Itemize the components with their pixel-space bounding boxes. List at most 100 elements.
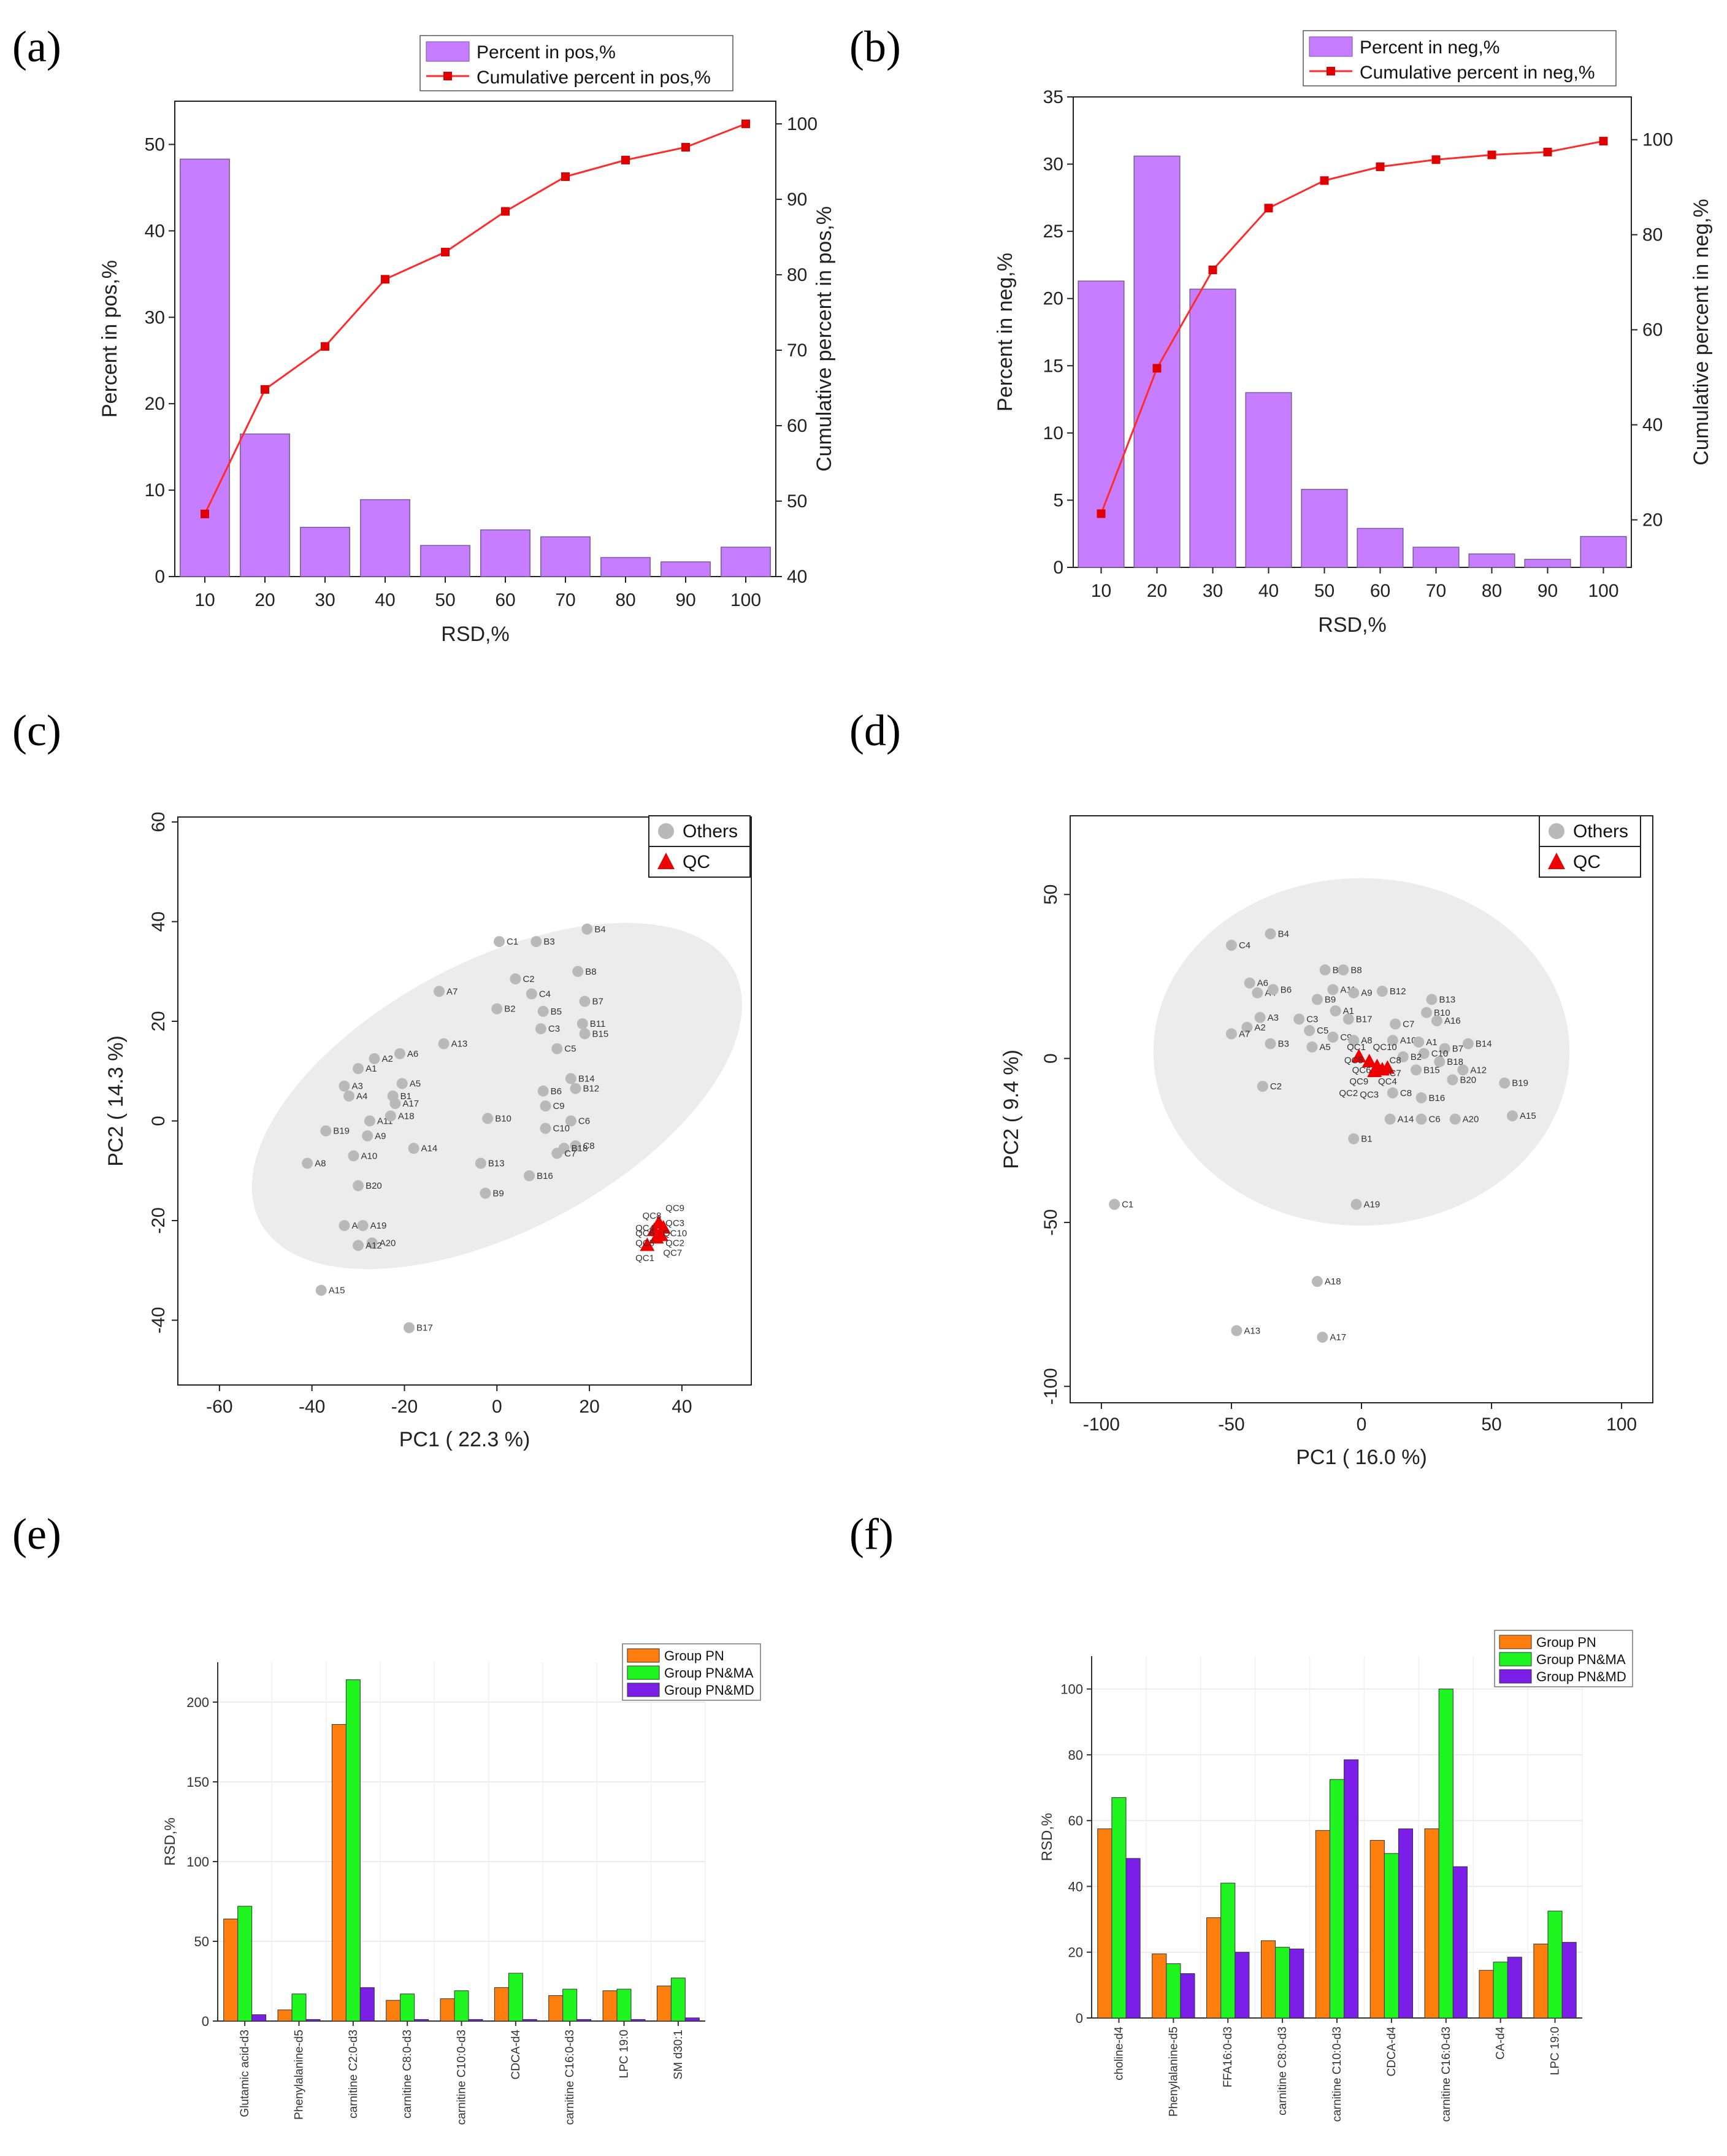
bar [400, 1993, 415, 2022]
cumulative-point [321, 342, 329, 351]
y-tick-label: 0 [155, 567, 165, 587]
x-tick-label: 100 [730, 590, 761, 610]
sample-label: A17 [1330, 1332, 1346, 1343]
bar [1111, 1797, 1127, 2019]
sample-point [1387, 1087, 1398, 1099]
panel-c-chart: B4 C1 B3 B8 C2 A7 C4 B7 B2 B5 A13 B11 C3 B15 C5 A2 A6 A1 A… [104, 811, 752, 1451]
sample-label: B8 [585, 967, 596, 977]
y-tick-label: 0 [202, 2014, 209, 2029]
sample-point [491, 1003, 503, 1015]
qc-point [1380, 1060, 1395, 1074]
sample-point [576, 1018, 588, 1030]
bar [277, 2009, 293, 2022]
bar [414, 2019, 429, 2022]
bar [670, 1978, 686, 2022]
cumulative-point [681, 143, 690, 152]
sample-point [1225, 1028, 1237, 1040]
sample-point [524, 1170, 535, 1181]
panel-d-chart: C4B4B5B8A6A4B6A11A9B12B9B13A1B10A3C3B17A… [1000, 815, 1653, 1469]
panel-b-chart: 10 20 30 40 50 60 70 80 90 100 0 5 10 15 20 25 30 35 20 40 6… [994, 30, 1713, 637]
sample-label: B10 [495, 1113, 511, 1124]
legend-label: QC [1573, 852, 1601, 872]
plot-frame [174, 101, 776, 577]
bar [1166, 1963, 1181, 2019]
legend-box [1303, 30, 1617, 86]
sample-label: A10 [361, 1151, 378, 1161]
y2-tick-label: 40 [787, 567, 807, 587]
bar [1561, 1942, 1577, 2019]
sample-label: B15 [592, 1029, 609, 1039]
x-tick-label: 10 [1091, 581, 1111, 601]
bar [1424, 1828, 1439, 2019]
sample-point [404, 1322, 415, 1333]
legend-swatch [627, 1665, 660, 1680]
sample-point [551, 1043, 563, 1054]
sample-point [1348, 987, 1360, 999]
y2-tick-label: 40 [1642, 415, 1663, 435]
sample-label: A4 [356, 1091, 367, 1102]
x-tick-label: Phenylalanine-d5 [293, 2030, 306, 2120]
y-tick-label: -50 [1041, 1209, 1061, 1235]
cumulative-point [201, 509, 209, 518]
sample-point [510, 973, 521, 984]
bar [386, 2000, 401, 2022]
bar [616, 1989, 632, 2022]
bar [1125, 1858, 1141, 2019]
qc-label: QC10 [1373, 1042, 1397, 1053]
qc-label: QC4 [1378, 1076, 1397, 1087]
sample-point [366, 1237, 378, 1249]
sample-point [1439, 1043, 1450, 1054]
qc-label: QC9 [665, 1203, 684, 1214]
sample-point [1415, 1092, 1427, 1103]
sample-point [579, 1028, 591, 1040]
sample-label: B2 [1411, 1052, 1422, 1062]
legend-marker-qc [657, 853, 675, 869]
sample-point [362, 1130, 373, 1141]
sample-label: A14 [1398, 1114, 1414, 1125]
sample-label: C4 [539, 989, 551, 999]
bar [494, 1987, 509, 2022]
sample-point [339, 1220, 350, 1232]
sample-label: B9 [1325, 994, 1336, 1005]
legend-swatch [1499, 1635, 1532, 1649]
sample-label: A7 [446, 986, 458, 997]
confidence-ellipse [1153, 878, 1570, 1226]
sample-label: C2 [1270, 1081, 1282, 1092]
bar [1133, 155, 1181, 568]
sample-point [572, 965, 584, 977]
sample-label: B1 [400, 1091, 412, 1102]
sample-point [1462, 1038, 1474, 1049]
legend-swatch [1499, 1669, 1532, 1684]
cumulative-point [1152, 364, 1162, 373]
y-tick-label: 0 [1041, 1053, 1061, 1064]
bar [540, 536, 591, 577]
legend-swatch-bar [426, 41, 470, 62]
sample-point [1421, 1007, 1433, 1018]
y-tick-label: 40 [148, 911, 169, 932]
legend-label: Group PN&MD [1536, 1669, 1626, 1684]
bar [1329, 1779, 1345, 2019]
plot-frame [177, 816, 752, 1386]
sample-label: B7 [592, 997, 603, 1007]
sample-label: C2 [523, 974, 534, 984]
y-tick-label: -20 [148, 1207, 169, 1233]
cumulative-point [1599, 137, 1608, 146]
sample-point [1304, 1025, 1315, 1037]
sample-point [1447, 1074, 1458, 1086]
y2-tick-label: 80 [1642, 225, 1663, 245]
bar [440, 1998, 455, 2022]
bar [1206, 1917, 1222, 2019]
cumulative-point [741, 119, 750, 128]
qc-label: QC10 [663, 1228, 687, 1238]
sample-point [565, 1115, 576, 1127]
cumulative-point [1487, 150, 1496, 159]
legend-label: Group PN&MA [1536, 1652, 1626, 1667]
sample-point [353, 1240, 364, 1251]
sample-point [1327, 1031, 1339, 1043]
y-tick-label: 30 [1043, 155, 1063, 175]
y-tick-label: 10 [1043, 423, 1063, 443]
bar [331, 1724, 347, 2022]
sample-label: B6 [1281, 984, 1292, 995]
sample-label: B14 [578, 1073, 595, 1084]
x-tick-label: -40 [299, 1397, 325, 1417]
